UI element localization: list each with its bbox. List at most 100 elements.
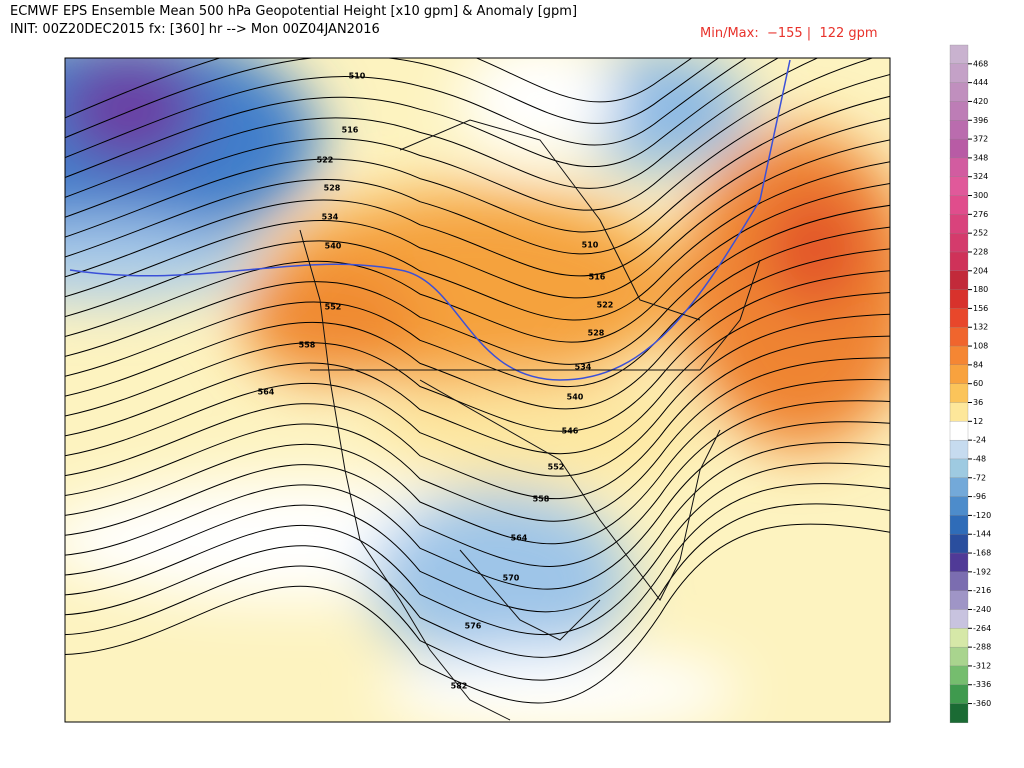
colorbar-label: -168: [973, 549, 991, 558]
colorbar-label: 60: [973, 379, 983, 388]
colorbar-swatch: [949, 515, 969, 535]
contour-label: 552: [548, 463, 565, 472]
contour-label: 564: [511, 534, 528, 543]
colorbar-swatch: [949, 421, 969, 441]
colorbar-label: -264: [973, 624, 991, 633]
contour-label: 510: [349, 72, 366, 81]
contour-line: [65, 58, 693, 119]
colorbar-label: 252: [973, 229, 988, 238]
contour-label: 534: [575, 363, 592, 372]
contour-line: [65, 483, 890, 658]
colorbar-label: 348: [973, 153, 988, 162]
colorbar-swatch: [949, 63, 969, 84]
contour-label: 528: [588, 329, 605, 338]
contour-line: [65, 58, 748, 159]
contour-line: [65, 204, 890, 365]
colorbar-swatch: [949, 120, 969, 140]
colorbar-label: 300: [973, 191, 988, 200]
contour-label: 576: [465, 622, 482, 631]
contour-line: [65, 270, 890, 432]
contour-label: 552: [325, 303, 342, 312]
contour-label: 558: [299, 341, 316, 350]
colorbar-swatch: [949, 195, 969, 215]
colorbar-swatch: [949, 364, 969, 385]
contour-line: [65, 378, 890, 545]
colorbar-swatch: [949, 345, 969, 366]
colorbar-swatch: [949, 289, 969, 310]
colorbar-swatch: [949, 82, 969, 103]
contour-line: [65, 503, 890, 681]
colorbar-swatch: [949, 703, 969, 724]
contour-line: [65, 74, 890, 238]
colorbar-label: 180: [973, 285, 988, 294]
colorbar-label: 396: [973, 116, 988, 125]
contour-label: 558: [533, 495, 550, 504]
contour-line: [65, 117, 890, 278]
contour-line: [65, 357, 890, 522]
contour-label: 522: [597, 301, 614, 310]
colorbar-swatch: [949, 233, 969, 253]
colorbar-label: 12: [973, 417, 983, 426]
colorbar-label: -240: [973, 605, 991, 614]
height-contours: [65, 58, 890, 704]
colorbar-swatch: [949, 609, 969, 629]
contour-line: [65, 248, 890, 410]
contour-line: [65, 58, 720, 139]
contour-line: [65, 313, 890, 477]
contour-line: [65, 462, 890, 635]
colorbar-swatch: [949, 534, 969, 554]
contour-label: 540: [325, 242, 342, 251]
anomaly-zero-line: [69, 59, 791, 381]
contour-line: [65, 139, 890, 299]
map-frame: [64, 57, 891, 723]
colorbar-swatch: [949, 327, 969, 347]
colorbar-swatch: [949, 251, 969, 272]
colorbar-swatch: [949, 590, 969, 611]
contour-line: [65, 58, 780, 179]
coastlines: [299, 119, 761, 721]
colorbar-swatch: [949, 477, 969, 498]
contour-label: 546: [562, 427, 579, 436]
map: [65, 58, 890, 722]
colorbar-swatch: [949, 628, 969, 648]
colorbar-label: 420: [973, 97, 988, 106]
title: ECMWF EPS Ensemble Mean 500 hPa Geopoten…: [10, 4, 577, 19]
contour-line: [65, 400, 890, 567]
colorbar-label: 108: [973, 342, 988, 351]
contour-label: 522: [317, 156, 334, 165]
contour-label: 534: [322, 213, 339, 222]
colorbar-label: -96: [973, 492, 986, 501]
colorbar-label: -120: [973, 511, 991, 520]
colorbar-label: -24: [973, 436, 986, 445]
colorbar-label: -72: [973, 473, 986, 482]
contour-line: [65, 95, 890, 258]
colorbar-swatch: [949, 458, 969, 479]
contour-label: 516: [589, 273, 606, 282]
contour-line: [65, 226, 890, 387]
colorbar-label: 468: [973, 59, 988, 68]
colorbar-swatch: [949, 552, 969, 573]
colorbar-swatch: [949, 157, 969, 178]
colorbar-swatch: [949, 214, 969, 234]
colorbar-label: 444: [973, 78, 988, 87]
contour-line: [65, 523, 890, 704]
colorbar-label: 132: [973, 323, 988, 332]
colorbar-label: 204: [973, 266, 988, 275]
contour-line: [65, 58, 819, 198]
contour-label: 564: [258, 388, 275, 397]
contour-label: 570: [503, 574, 520, 583]
min-max: Min/Max: −155 | 122 gpm: [700, 26, 878, 41]
colorbar-label: 84: [973, 360, 983, 369]
colorbar-swatch: [949, 138, 969, 159]
colorbar-label: 228: [973, 247, 988, 256]
colorbar-label: -336: [973, 680, 991, 689]
colorbar-label: 156: [973, 304, 988, 313]
contour-labels: 510 516 522 528 534 540 552 558 564 510 516 522 528 5…: [258, 72, 614, 691]
colorbar: 468 444 420 396 372 348 324 300 276 252 228 204 180 1…: [949, 44, 991, 724]
colorbar-label: -48: [973, 454, 986, 463]
colorbar-swatch: [949, 496, 969, 517]
contour-label: 510: [582, 241, 599, 250]
